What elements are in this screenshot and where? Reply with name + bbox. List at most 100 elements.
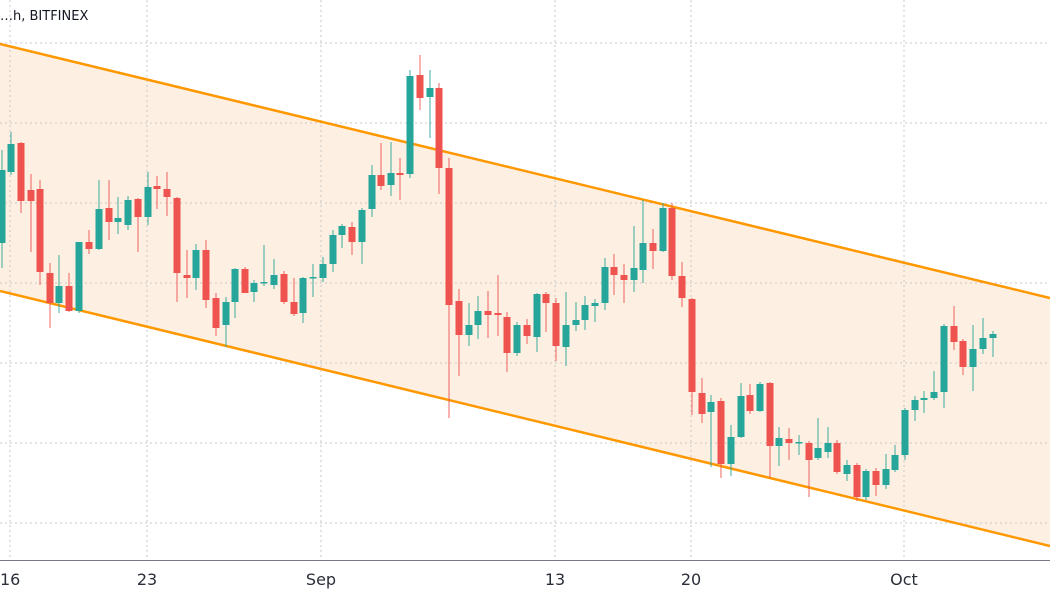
candle-body xyxy=(260,282,268,284)
candle-bearish xyxy=(678,262,686,307)
candle-bearish xyxy=(805,441,813,497)
candle-bullish xyxy=(329,230,337,272)
candle-body xyxy=(46,273,54,303)
candle-bearish xyxy=(377,143,385,190)
candle-bearish xyxy=(173,197,181,302)
candle-body xyxy=(698,393,706,414)
candle-body xyxy=(775,438,783,446)
candle-bullish xyxy=(989,331,997,357)
candle-bullish xyxy=(260,245,268,286)
candle-body xyxy=(610,267,618,275)
candle-body xyxy=(435,88,443,168)
candle-body xyxy=(416,75,424,98)
candle-body xyxy=(183,275,191,278)
candle-body xyxy=(484,311,492,315)
x-tick-label: 23 xyxy=(136,570,158,589)
candle-bullish xyxy=(270,259,278,289)
candle-body xyxy=(445,168,453,305)
candle-bullish xyxy=(7,132,15,175)
candle-bearish xyxy=(65,273,73,312)
candle-body xyxy=(231,269,239,302)
candle-body xyxy=(950,326,958,342)
candle-bullish xyxy=(250,280,258,302)
candle-body xyxy=(824,443,832,452)
candle-body xyxy=(95,209,103,249)
candle-bearish xyxy=(27,174,35,252)
candle-bearish xyxy=(746,384,754,414)
candle-bullish xyxy=(882,454,890,489)
candle-bullish xyxy=(533,293,541,352)
candle-bullish xyxy=(601,258,609,310)
candle-body xyxy=(222,302,230,325)
candle-body xyxy=(309,277,317,279)
candle-bearish xyxy=(163,172,171,216)
candle-bearish xyxy=(46,263,54,328)
candle-body xyxy=(649,243,657,251)
candle-body xyxy=(299,278,307,313)
candle-body xyxy=(241,269,249,293)
candle-bearish xyxy=(241,267,249,293)
candle-body xyxy=(396,173,404,175)
candle-body xyxy=(901,410,909,455)
candle-bearish xyxy=(416,55,424,110)
candle-body xyxy=(523,325,531,336)
candle-bullish xyxy=(920,391,928,413)
channel-fill xyxy=(0,44,1050,546)
candle-body xyxy=(737,396,745,437)
channel-upper-line[interactable] xyxy=(0,42,1050,300)
candle-body xyxy=(0,170,6,243)
candle-bullish xyxy=(0,150,6,268)
candle-body xyxy=(163,189,171,197)
candle-bullish xyxy=(727,425,735,476)
candle-body xyxy=(36,189,44,272)
candle-bearish xyxy=(872,468,880,496)
candle-bullish xyxy=(192,244,200,290)
candle-bearish xyxy=(494,275,502,336)
candle-body xyxy=(581,305,589,320)
candle-bullish xyxy=(930,371,938,400)
candle-bearish xyxy=(668,203,676,280)
candle-body xyxy=(572,320,580,325)
candle-body xyxy=(513,325,521,353)
candle-body xyxy=(959,341,967,367)
candle-body xyxy=(552,303,560,346)
candle-bullish xyxy=(901,408,909,460)
candle-bullish xyxy=(75,242,83,313)
candle-bearish xyxy=(688,298,696,415)
candle-bullish xyxy=(465,303,473,346)
channel-lines[interactable] xyxy=(0,42,1050,548)
candle-body xyxy=(65,286,73,311)
candle-body xyxy=(173,198,181,273)
channel-lower-line[interactable] xyxy=(0,289,1050,548)
candle-bullish xyxy=(562,292,570,366)
candle-body xyxy=(377,175,385,186)
candle-body xyxy=(766,383,774,446)
candle-bullish xyxy=(144,172,152,225)
candle-body xyxy=(27,190,35,201)
candle-bullish xyxy=(862,469,870,500)
candle-bullish xyxy=(319,257,327,282)
x-tick-label: 16 xyxy=(0,570,21,589)
candle-body xyxy=(872,471,880,485)
candle-body xyxy=(134,199,142,217)
candle-bullish xyxy=(891,445,899,472)
candle-bearish xyxy=(766,382,774,478)
candle-body xyxy=(795,442,803,444)
candle-body xyxy=(659,208,667,251)
candle-body xyxy=(911,400,919,410)
candle-bearish xyxy=(785,428,793,460)
candle-bullish xyxy=(572,302,580,331)
channel-area xyxy=(0,44,1050,546)
candle-bearish xyxy=(396,158,404,200)
candle-body xyxy=(707,402,715,412)
candle-body xyxy=(979,338,987,349)
candle-bullish xyxy=(795,435,803,455)
candle-bullish xyxy=(591,299,599,322)
candle-body xyxy=(639,243,647,270)
candle-bullish xyxy=(814,418,822,460)
symbol-legend[interactable]: …h, BITFINEX xyxy=(0,9,89,24)
candle-bullish xyxy=(979,318,987,354)
candle-body xyxy=(814,448,822,458)
